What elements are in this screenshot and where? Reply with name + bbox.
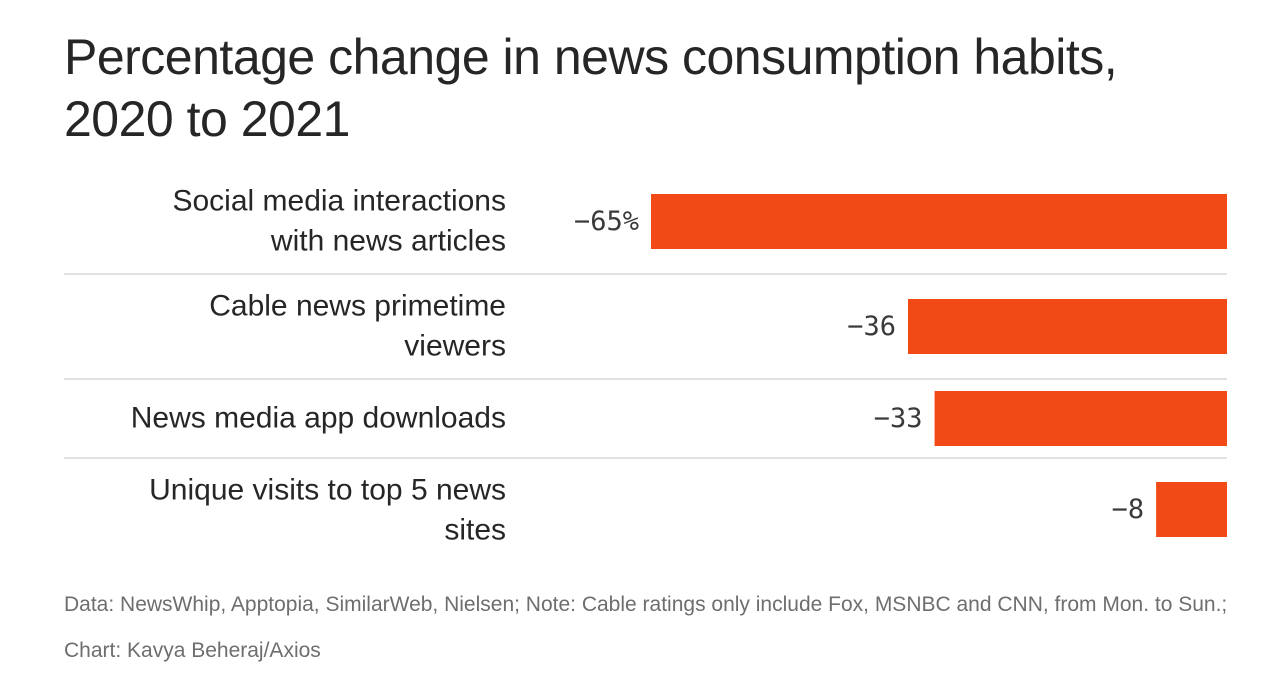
category-label: viewers [404,330,506,363]
chart-title: Percentage change in news consumption ha… [64,29,1118,147]
value-label: −65% [574,206,639,237]
source-note: Data: NewsWhip, Apptopia, SimilarWeb, Ni… [64,593,1228,662]
row-separators [64,273,1227,459]
value-label: −8 [1112,494,1145,525]
value-label: −33 [874,403,923,434]
bar [651,194,1227,249]
category-label: Unique visits to top 5 news [149,474,506,507]
category-label: News media app downloads [131,402,506,435]
category-label: Social media interactions [172,185,506,218]
bar [907,299,1227,354]
bar [934,391,1227,446]
value-labels: −65% −36 −33 −8 [574,206,1144,525]
bar [1156,482,1227,537]
value-label: −36 [847,311,896,342]
category-label: with news articles [270,225,506,258]
bars [651,194,1227,537]
category-label: Cable news primetime [209,290,506,323]
category-labels: Social media interactions with news artic… [131,185,506,547]
category-label: sites [444,514,506,547]
